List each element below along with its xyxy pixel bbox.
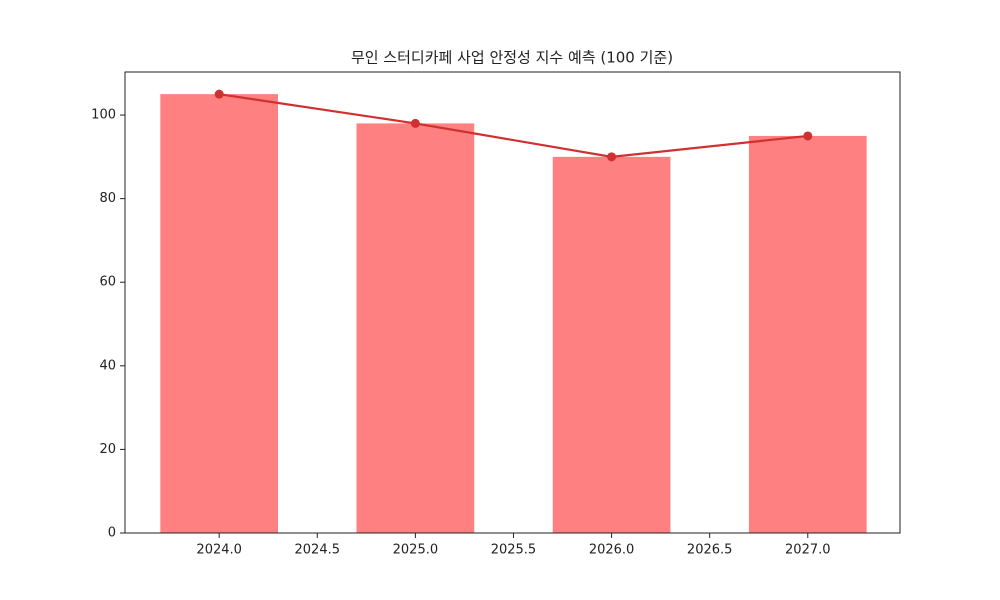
y-tick-label: 40: [99, 358, 116, 373]
x-tick-label: 2025.0: [393, 543, 439, 558]
x-tick-label: 2024.5: [295, 543, 341, 558]
line-marker: [803, 131, 813, 141]
plot-frame: [124, 71, 901, 534]
y-tick-label: 20: [99, 442, 116, 457]
x-tick-label: 2027.0: [785, 543, 831, 558]
x-tick-label: 2026.0: [589, 543, 635, 558]
y-tick-label: 100: [91, 108, 116, 123]
line-marker: [607, 152, 617, 162]
y-tick-label: 0: [108, 526, 116, 541]
x-tick-label: 2026.5: [687, 543, 733, 558]
line: [219, 93, 808, 158]
line-marker: [214, 89, 224, 99]
bar: [160, 94, 279, 534]
chart-title: 무인 스터디카페 사업 안정성 지수 예측 (100 기준): [351, 49, 673, 67]
x-tick-label: 2025.5: [491, 543, 537, 558]
bar: [356, 123, 475, 533]
line-marker: [410, 118, 420, 128]
y-tick-label: 80: [99, 191, 116, 206]
y-tick-label: 60: [99, 275, 116, 290]
bar: [748, 135, 867, 533]
bar: [552, 156, 671, 533]
x-tick-label: 2024.0: [196, 543, 242, 558]
